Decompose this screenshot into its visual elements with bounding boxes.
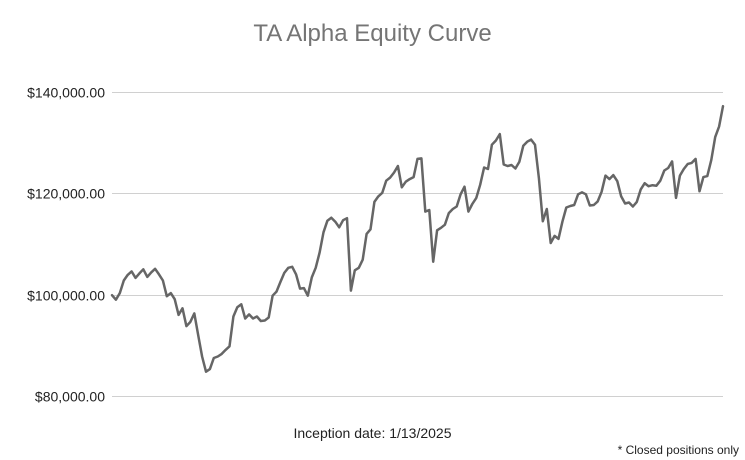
equity-series-line-0 (110, 104, 725, 373)
footnote: * Closed positions only (617, 443, 739, 457)
y-tick-label-3: $140,000.00 (27, 85, 105, 101)
inception-date-label: Inception date: 1/13/2025 (293, 425, 452, 441)
y-tick-label-2: $120,000.00 (27, 186, 105, 202)
y-tick-label-1: $100,000.00 (27, 288, 105, 304)
chart-title: TA Alpha Equity Curve (253, 20, 492, 47)
y-tick-label-0: $80,000.00 (35, 389, 105, 405)
